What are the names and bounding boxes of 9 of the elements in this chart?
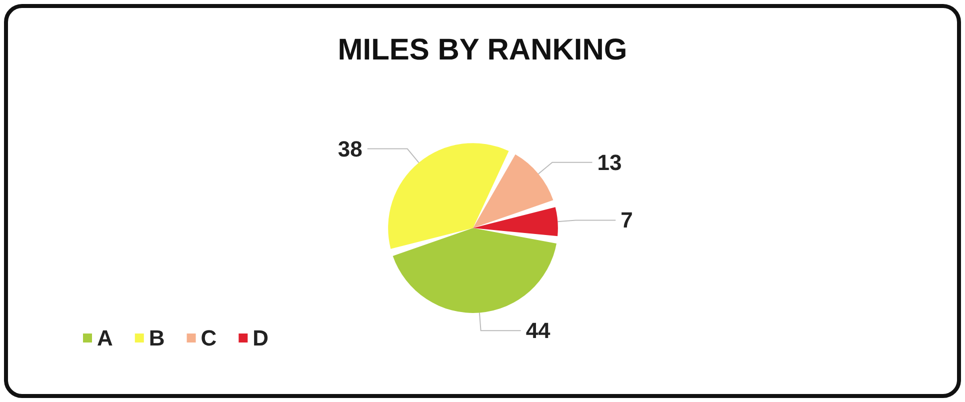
data-label: 38 xyxy=(338,136,362,162)
legend-label: C xyxy=(200,326,217,350)
legend-label: A xyxy=(97,326,113,350)
data-label: 44 xyxy=(526,318,552,344)
data-label: 7 xyxy=(620,208,633,233)
data-label: 13 xyxy=(597,150,622,175)
chart-title: MILES BY RANKING xyxy=(338,34,628,66)
legend-label: B xyxy=(148,326,165,350)
legend-label: D xyxy=(252,326,269,350)
